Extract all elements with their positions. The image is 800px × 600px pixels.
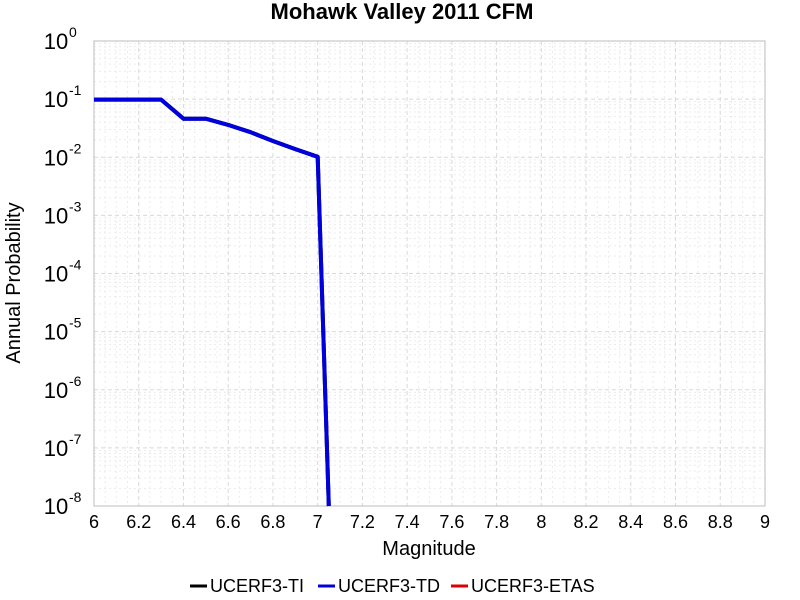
x-tick-label: 6.4 (171, 512, 196, 532)
y-tick-label: 10 (44, 494, 68, 519)
y-tick-exponent: -1 (69, 82, 82, 98)
x-tick-label: 8.8 (708, 512, 733, 532)
x-tick-label: 6.6 (216, 512, 241, 532)
x-tick-label: 6.8 (260, 512, 285, 532)
x-tick-label: 7.2 (350, 512, 375, 532)
series-line-ucerf3-td (94, 97, 331, 507)
x-tick-label: 6.2 (126, 512, 151, 532)
legend: UCERF3-TI UCERF3-TD UCERF3-ETAS (190, 576, 595, 596)
x-tick-label: 7.8 (484, 512, 509, 532)
y-tick-label: 10 (44, 29, 68, 54)
x-tick-label: 7.4 (395, 512, 420, 532)
x-tick-label: 9 (760, 512, 770, 532)
series-layer (94, 97, 331, 507)
y-tick-exponent: -4 (69, 257, 82, 273)
y-tick-exponent: -5 (69, 315, 82, 331)
chart-title: Mohawk Valley 2011 CFM (271, 0, 534, 24)
y-tick-label: 10 (44, 87, 68, 112)
y-tick-exponent: -8 (69, 489, 82, 505)
y-tick-exponent: -3 (69, 198, 82, 214)
y-tick-exponent: -7 (69, 431, 82, 447)
y-tick-exponent: 0 (69, 24, 77, 40)
legend-label: UCERF3-ETAS (471, 576, 595, 596)
legend-label: UCERF3-TI (210, 576, 304, 596)
y-tick-label: 10 (44, 145, 68, 170)
y-tick-exponent: -6 (69, 373, 82, 389)
x-tick-label: 8.4 (618, 512, 643, 532)
x-tick-label: 8.2 (574, 512, 599, 532)
x-axis-ticks: 6 6.2 6.4 6.6 6.8 7 7.2 7.4 7.6 7.8 8 8.2 8.4 8.6 8.8 9 (89, 512, 770, 532)
x-tick-label: 8 (536, 512, 546, 532)
y-tick-label: 10 (44, 320, 68, 345)
x-tick-label: 8.6 (663, 512, 688, 532)
x-tick-label: 7.6 (439, 512, 464, 532)
x-tick-label: 6 (89, 512, 99, 532)
x-axis-label: Magnitude (382, 538, 475, 560)
y-tick-label: 10 (44, 262, 68, 287)
plot-frame (93, 40, 766, 507)
legend-label: UCERF3-TD (338, 576, 440, 596)
y-tick-label: 10 (44, 203, 68, 228)
y-tick-label: 10 (44, 378, 68, 403)
series-line-ucerf3-ti (94, 97, 331, 507)
y-axis-label: Annual Probability (3, 202, 25, 363)
y-tick-exponent: -2 (69, 140, 82, 156)
grid-minor (94, 41, 765, 506)
y-tick-label: 10 (44, 436, 68, 461)
x-tick-label: 7 (313, 512, 323, 532)
